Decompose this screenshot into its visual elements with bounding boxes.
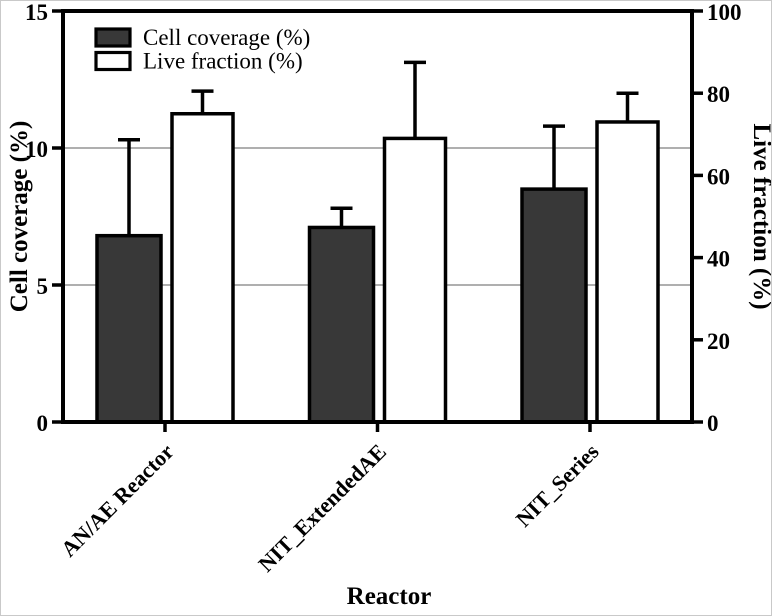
y-axis-right-title: Live fraction (%) bbox=[748, 123, 771, 309]
y-axis-left-tick-label-0: 0 bbox=[37, 411, 49, 436]
bar-live-fraction-nit-extendedae bbox=[382, 136, 448, 424]
y-axis-right-tick-label-80: 80 bbox=[707, 82, 730, 107]
y-axis-left-tick-label-15: 15 bbox=[25, 1, 48, 25]
y-axis-right-tick-label-100: 100 bbox=[707, 1, 742, 25]
legend-label-live-fraction: Live fraction (%) bbox=[143, 49, 303, 74]
bar-cell-coverage-nit-series bbox=[520, 187, 588, 424]
y-axis-left-tick-label-10: 10 bbox=[25, 137, 48, 162]
legend-swatch-live-fraction bbox=[94, 50, 132, 72]
bar-live-fraction-nit-series bbox=[595, 120, 660, 424]
bar-cell-coverage-nit-extendedae bbox=[307, 225, 376, 424]
x-axis-title: Reactor bbox=[347, 583, 432, 610]
x-category-label-nit-series: NIT_Series bbox=[511, 439, 604, 532]
y-axis-right-tick-label-0: 0 bbox=[707, 411, 719, 436]
x-category-label-an-ae-reactor: AN/AE Reactor bbox=[56, 439, 179, 562]
y-axis-right-tick-label-40: 40 bbox=[707, 247, 730, 272]
x-category-label-nit-extendedae: NIT_ExtendedAE bbox=[253, 439, 391, 577]
legend-label-cell-coverage: Cell coverage (%) bbox=[143, 25, 310, 50]
y-axis-right-tick-label-60: 60 bbox=[707, 164, 730, 189]
y-axis-left-tick-label-5: 5 bbox=[37, 274, 49, 299]
bar-cell-coverage-an-ae-reactor bbox=[95, 233, 163, 424]
bar-live-fraction-an-ae-reactor bbox=[170, 112, 235, 424]
y-axis-left-title: Cell coverage (%) bbox=[6, 121, 33, 313]
legend-swatch-cell-coverage bbox=[94, 27, 132, 48]
y-axis-right-tick-label-20: 20 bbox=[707, 329, 730, 354]
